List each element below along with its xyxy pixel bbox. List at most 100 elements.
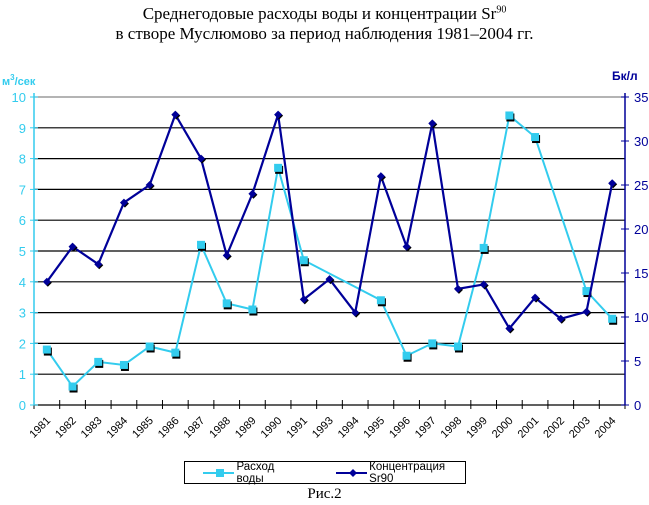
square-marker-icon (145, 342, 154, 351)
diamond-marker-icon (248, 189, 257, 198)
diamond-marker-icon (453, 284, 462, 293)
chart-title-line1: Среднегодовые расходы воды и концентраци… (0, 4, 649, 24)
diamond-marker-icon (351, 308, 360, 317)
chart-legend: Расход воды Концентрация Sr90 (184, 460, 466, 485)
square-marker-icon (197, 240, 206, 249)
left-y-tick-label: 9 (19, 121, 26, 136)
legend-item-sr90: Концентрация Sr90 (335, 460, 465, 485)
left-y-tick-label: 10 (12, 90, 26, 105)
x-tick-label: 1987 (182, 415, 208, 441)
left-y-tick-label: 3 (19, 306, 26, 321)
x-tick-label: 1983 (79, 415, 105, 441)
figure-caption: Рис.2 (307, 486, 342, 502)
square-marker-icon (274, 163, 283, 172)
legend-item-water-flow: Расход воды (203, 461, 300, 485)
right-y-tick-label: 10 (634, 310, 648, 325)
diamond-marker-icon (608, 179, 617, 188)
diamond-marker-icon (582, 307, 591, 316)
square-marker-icon (608, 314, 617, 323)
square-marker-icon (119, 360, 128, 369)
right-y-tick-label: 25 (634, 178, 648, 193)
right-y-tick-label: 30 (634, 134, 648, 149)
x-tick-label: 1989 (233, 415, 259, 441)
diamond-marker-icon (222, 251, 231, 260)
square-marker-icon (531, 133, 540, 142)
title-text: Среднегодовые расходы воды и концентраци… (142, 4, 497, 23)
left-y-tick-label: 4 (19, 275, 26, 290)
x-tick-label: 2004 (593, 415, 619, 441)
legend-label: Концентрация Sr90 (369, 460, 446, 485)
x-tick-label: 1988 (207, 415, 233, 441)
diamond-marker-icon (274, 110, 283, 119)
diamond-marker-icon (376, 172, 385, 181)
diamond-marker-icon (197, 154, 206, 163)
right-y-tick-label: 5 (634, 354, 641, 369)
x-tick-label: 2000 (490, 415, 516, 441)
square-marker-icon (402, 351, 411, 360)
right-y-tick-label: 15 (634, 266, 648, 281)
right-y-tick-label: 35 (634, 90, 648, 105)
square-marker-icon (505, 111, 514, 120)
x-tick-label: 1993 (310, 415, 336, 441)
square-marker-icon (428, 339, 437, 348)
square-marker-icon (582, 287, 591, 296)
square-marker-icon (453, 342, 462, 351)
diamond-marker-icon (325, 275, 334, 284)
diamond-marker-icon (299, 295, 308, 304)
square-marker-icon (299, 256, 308, 265)
diamond-marker-icon (145, 181, 154, 189)
diamond-marker-icon (531, 293, 540, 302)
diamond-marker-icon (479, 280, 488, 289)
square-marker-icon (203, 468, 235, 477)
x-tick-label: 1991 (284, 415, 310, 441)
x-tick-label: 1990 (259, 415, 285, 441)
square-marker-icon (222, 299, 231, 308)
square-marker-icon (68, 382, 77, 391)
chart-plot: 1981 1982 1983 1984 1985 1986 1987 1988 1989 1990… (2, 69, 648, 441)
x-tick-label: 1999 (464, 415, 490, 441)
right-y-tick-label: 20 (634, 222, 648, 237)
x-tick-label: 1986 (156, 415, 182, 441)
left-y-tick-label: 2 (19, 336, 26, 351)
diamond-marker-icon (556, 314, 565, 323)
square-marker-icon (171, 348, 180, 357)
square-marker-icon (248, 305, 257, 314)
diamond-marker-icon (402, 242, 411, 251)
chart-title-line2: в створе Муслюмово за период наблюдения … (115, 24, 534, 43)
x-tick-label: 1985 (130, 415, 156, 441)
left-y-tick-label: 1 (19, 367, 26, 382)
left-y-tick-label: 7 (19, 182, 26, 197)
diamond-marker-icon (94, 260, 103, 269)
x-tick-label: 2003 (567, 415, 593, 441)
x-tick-label: 1995 (361, 415, 387, 441)
legend-label: Расход воды (236, 460, 275, 485)
square-marker-icon (479, 243, 488, 252)
diamond-marker-icon (335, 468, 368, 477)
left-y-tick-label: 6 (19, 213, 26, 228)
left-y-tick-label: 8 (19, 152, 26, 167)
x-tick-label: 1997 (413, 415, 439, 441)
left-y-tick-label: 5 (19, 244, 26, 259)
sr90-concentration-line (45, 112, 614, 331)
diamond-marker-icon (42, 277, 51, 286)
left-y-tick-label: 0 (19, 398, 26, 413)
right-axis-unit: Бк/л (612, 69, 638, 83)
x-tick-label: 1981 (27, 415, 53, 441)
right-y-tick-label: 0 (634, 398, 641, 413)
left-axis-unit: м3/сек (2, 73, 36, 88)
title-superscript: 90 (496, 4, 507, 16)
diamond-marker-icon (505, 324, 514, 333)
diamond-marker-icon (171, 110, 180, 119)
diamond-marker-icon (428, 119, 437, 128)
square-marker-icon (376, 296, 385, 305)
square-marker-icon (94, 357, 103, 366)
x-tick-label: 2001 (516, 415, 542, 441)
diamond-marker-icon (119, 198, 128, 207)
x-tick-label: 1998 (439, 415, 465, 441)
x-tick-label: 2002 (541, 415, 567, 441)
x-tick-label: 1982 (53, 415, 79, 441)
x-tick-label: 1994 (336, 415, 362, 441)
x-tick-label: 1984 (104, 415, 130, 441)
square-marker-icon (42, 345, 51, 354)
x-tick-label: 1996 (387, 415, 413, 441)
